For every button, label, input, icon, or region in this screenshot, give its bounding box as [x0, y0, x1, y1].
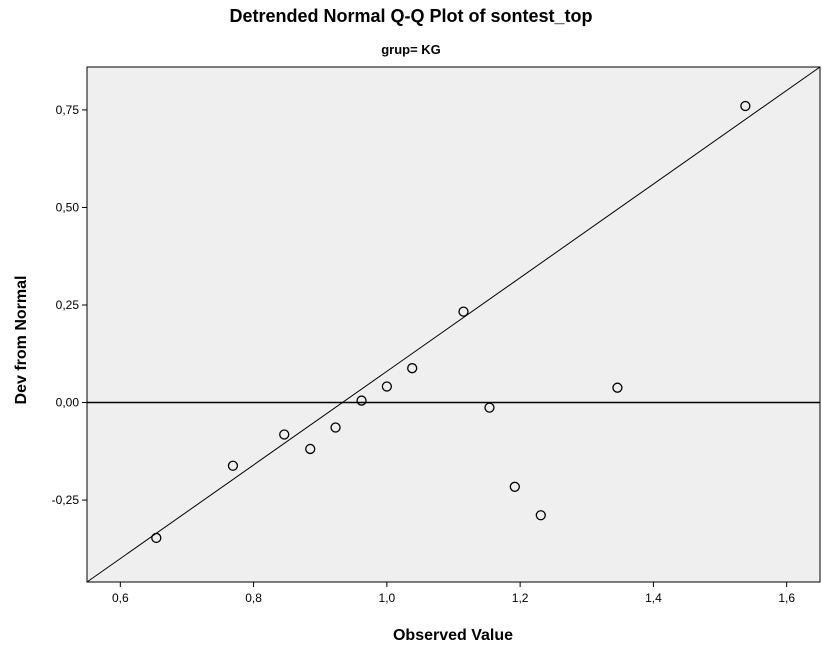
data-point	[484, 402, 495, 413]
x-tick-label: 0,8	[245, 591, 262, 605]
x-tick-label: 1,2	[512, 591, 529, 605]
data-point	[509, 481, 520, 492]
y-tick-label: -0,25	[52, 493, 80, 507]
x-axis-label: Observed Value	[393, 627, 513, 644]
data-point	[151, 532, 162, 544]
data-point	[330, 422, 341, 433]
data-point	[535, 510, 546, 521]
x-tick-label: 1,6	[778, 591, 795, 605]
y-tick-label: 0,00	[56, 396, 80, 410]
x-tick-label: 0,6	[112, 591, 129, 605]
y-axis-label: Dev from Normal	[13, 276, 30, 405]
trend-reference-line	[86, 66, 821, 583]
data-point	[740, 100, 751, 112]
data-point	[407, 363, 418, 374]
data-point	[227, 460, 239, 471]
y-tick-label: 0,75	[56, 103, 80, 117]
chart-subtitle: grup= KG	[381, 42, 441, 57]
y-tick-label: 0,25	[56, 298, 80, 312]
data-point	[381, 381, 393, 392]
data-point	[305, 443, 316, 455]
data-point	[612, 382, 623, 393]
y-tick-label: 0,50	[56, 200, 80, 214]
data-point	[458, 306, 469, 317]
x-tick-label: 1,0	[379, 591, 396, 605]
data-point	[356, 395, 367, 406]
data-point	[279, 429, 290, 440]
x-tick-label: 1,4	[645, 591, 662, 605]
chart-title: Detrended Normal Q-Q Plot of sontest_top	[229, 6, 593, 26]
